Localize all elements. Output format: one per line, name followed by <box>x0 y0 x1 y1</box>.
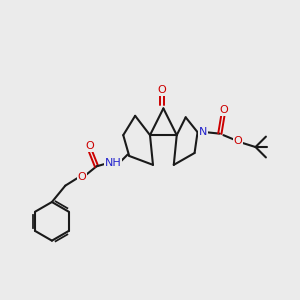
Text: O: O <box>158 85 166 95</box>
Text: O: O <box>233 136 242 146</box>
Text: NH: NH <box>104 158 121 168</box>
Text: O: O <box>219 106 228 116</box>
Text: O: O <box>85 141 94 151</box>
Text: O: O <box>77 172 86 182</box>
Text: N: N <box>199 127 207 137</box>
